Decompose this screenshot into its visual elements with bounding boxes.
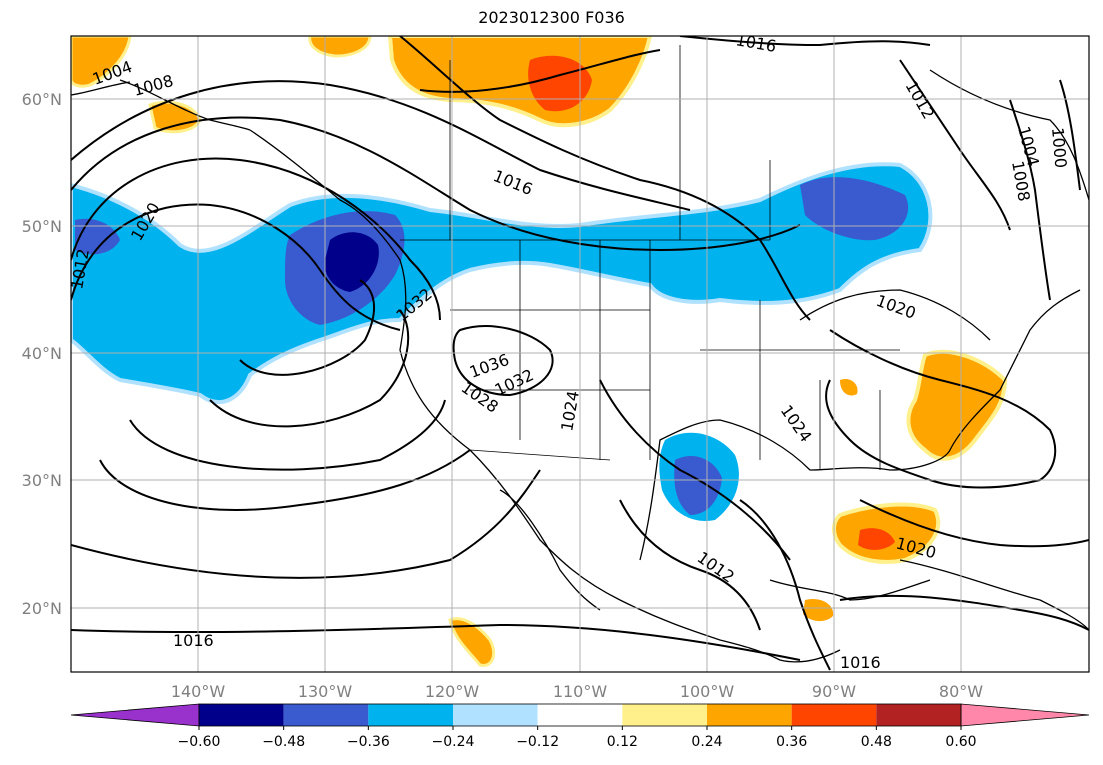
colorbar-tick-label: −0.24 (432, 734, 475, 750)
colorbar-tick-label: −0.12 (516, 734, 559, 750)
colorbar-extension-high (960, 703, 1090, 727)
graticule (71, 36, 1089, 672)
colorbar-segment (707, 704, 792, 726)
map-frame (70, 35, 1090, 673)
lat-tick-label: 30°N (22, 471, 62, 490)
colorbar-segment (791, 704, 877, 726)
lon-tick-label: 110°W (553, 682, 608, 701)
lat-tick-label: 20°N (22, 599, 62, 618)
lon-tick-label: 100°W (680, 682, 735, 701)
negative-anomaly-fields (71, 162, 933, 521)
map-title: 2023012300 F036 (478, 8, 625, 27)
colorbar-tick-label: −0.48 (262, 734, 305, 750)
lat-tick-label: 60°N (22, 90, 62, 109)
contour-label: 1000 (1048, 127, 1070, 169)
colorbar-segment (876, 704, 961, 726)
colorbar-outline (198, 703, 962, 727)
lat-tick-label: 40°N (22, 344, 62, 363)
lon-tick-label: 140°W (171, 682, 226, 701)
lon-tick-label: 80°W (939, 682, 983, 701)
colorbar-tick-label: −0.36 (347, 734, 390, 750)
colorbar-extension-low (70, 703, 200, 727)
colorbar-tick-label: 0.36 (776, 734, 807, 750)
colorbar (70, 703, 1090, 727)
colorbar-segment (537, 704, 623, 726)
colorbar-tick-label: 0.48 (861, 734, 892, 750)
colorbar-tick-label: 0.60 (945, 734, 976, 750)
colorbar-segment (283, 704, 369, 726)
colorbar-tick-label: −0.60 (178, 734, 221, 750)
colorbar-segment (199, 704, 284, 726)
colorbar-segment (368, 704, 453, 726)
latitude-axis: 60°N 50°N 40°N 30°N 20°N (22, 90, 62, 618)
longitude-axis: 140°W 130°W 120°W 110°W 100°W 90°W 80°W (171, 682, 983, 701)
contour-label: 1012 (67, 247, 93, 290)
colorbar-ticks: −0.60 −0.48 −0.36 −0.24 −0.12 0.12 0.24 0.36 0.4… (178, 726, 977, 750)
contour-label: 1016 (173, 631, 214, 650)
colorbar-tick-label: 0.24 (691, 734, 722, 750)
lon-tick-label: 90°W (812, 682, 856, 701)
lon-tick-label: 120°W (425, 682, 480, 701)
lat-tick-label: 50°N (22, 217, 62, 236)
contour-label: 1016 (840, 653, 881, 672)
lon-tick-label: 130°W (298, 682, 353, 701)
colorbar-segment (622, 704, 707, 726)
colorbar-tick-label: 0.12 (607, 734, 638, 750)
colorbar-segment (453, 704, 538, 726)
